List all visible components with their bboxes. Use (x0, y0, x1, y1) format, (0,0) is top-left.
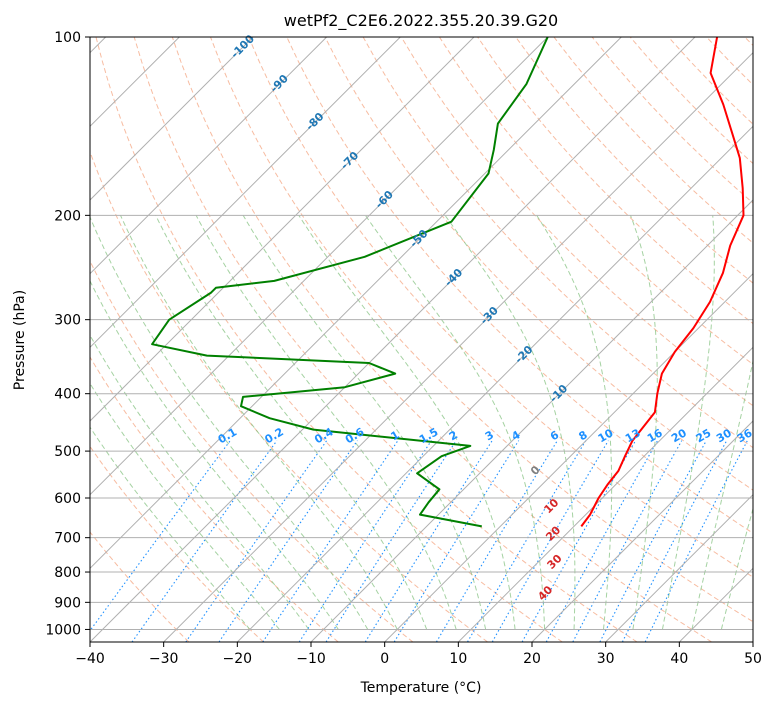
mixing-ratio-line (298, 440, 432, 642)
x-tick-label: −10 (296, 651, 326, 667)
dry-adiabat (515, 37, 753, 284)
isotherm-line (90, 37, 328, 275)
mixing-ratio-line (491, 440, 609, 642)
moist-adiabat (90, 279, 339, 630)
mixing-ratio-line (435, 440, 558, 642)
y-tick-label: 200 (54, 208, 81, 224)
mixing-ratio-line (131, 440, 278, 642)
dry-adiabat (95, 37, 563, 642)
y-tick-label: 300 (54, 313, 81, 329)
isotherm-line (90, 37, 254, 201)
y-tick-label: 600 (54, 491, 81, 507)
y-axis-label: Pressure (hPa) (12, 290, 28, 390)
mixing-ratio-line (262, 440, 399, 642)
dry-adiabat (90, 531, 190, 642)
y-tick-label: 700 (54, 531, 81, 547)
y-tick-label: 1000 (45, 622, 81, 638)
isotherm-line (605, 493, 753, 642)
x-tick-label: −20 (223, 651, 253, 667)
isotherm-line (163, 51, 753, 642)
mixing-ratio-line (572, 440, 683, 642)
y-tick-label: 400 (54, 387, 81, 403)
isotherm-line (457, 346, 753, 642)
isotherm-line (90, 37, 549, 496)
isotherm-line (384, 272, 753, 642)
mixing-ratio-line (364, 440, 493, 642)
chart-title: wetPf2_C2E6.2022.355.20.39.G20 (284, 11, 558, 31)
x-tick-label: 30 (597, 651, 615, 667)
x-tick-label: 10 (449, 651, 467, 667)
dry-adiabat (90, 150, 488, 642)
profile-line (151, 37, 549, 528)
moist-adiabat (298, 215, 516, 630)
dry-adiabat (248, 37, 753, 578)
grid-lines (90, 37, 753, 642)
isotherm-line (90, 37, 622, 570)
dry-adiabat (171, 37, 712, 642)
dry-adiabat (324, 37, 753, 491)
x-tick-label: 0 (380, 651, 389, 667)
plot-area (90, 37, 753, 642)
x-tick-label: 50 (744, 651, 762, 667)
dry-adiabat (133, 37, 638, 642)
moist-adiabat (155, 215, 428, 630)
profile-line (580, 37, 745, 527)
isotherm-line (90, 37, 475, 422)
x-tick-label: 40 (670, 651, 688, 667)
isotherm-line (90, 37, 401, 349)
x-tick-label: 20 (523, 651, 541, 667)
mixing-ratio-line (90, 440, 231, 632)
mixing-ratio-line (467, 440, 587, 642)
isotherm-line (90, 37, 696, 642)
data-series (151, 37, 745, 528)
y-tick-label: 100 (54, 30, 81, 46)
axis-ticks: −40 −30 −20 −10 0 10 20 30 40 50 1000 900 800 700 600 5… (45, 30, 762, 667)
isotherm-line (531, 420, 753, 642)
mixing-ratio-line (644, 440, 748, 642)
moist-adiabat (120, 215, 398, 630)
mixing-ratio-line (185, 440, 328, 642)
mixing-ratio-line (545, 440, 659, 642)
y-tick-label: 500 (54, 444, 81, 460)
dry-adiabat (210, 37, 753, 623)
plot-frame (89, 36, 754, 643)
x-tick-label: −40 (75, 651, 105, 667)
dry-adiabat (400, 37, 753, 407)
x-axis-label: Temperature (°C) (360, 680, 482, 696)
x-tick-label: −30 (149, 651, 179, 667)
y-tick-label: 800 (54, 565, 81, 581)
isotherm-line (236, 125, 753, 642)
mixing-ratio-line (521, 440, 637, 642)
y-tick-label: 900 (54, 595, 81, 611)
isotherm-line (310, 199, 753, 642)
dry-adiabat (90, 356, 339, 642)
dry-adiabat (438, 37, 753, 366)
mixing-ratio-line (325, 440, 457, 642)
dry-adiabat (90, 445, 264, 642)
